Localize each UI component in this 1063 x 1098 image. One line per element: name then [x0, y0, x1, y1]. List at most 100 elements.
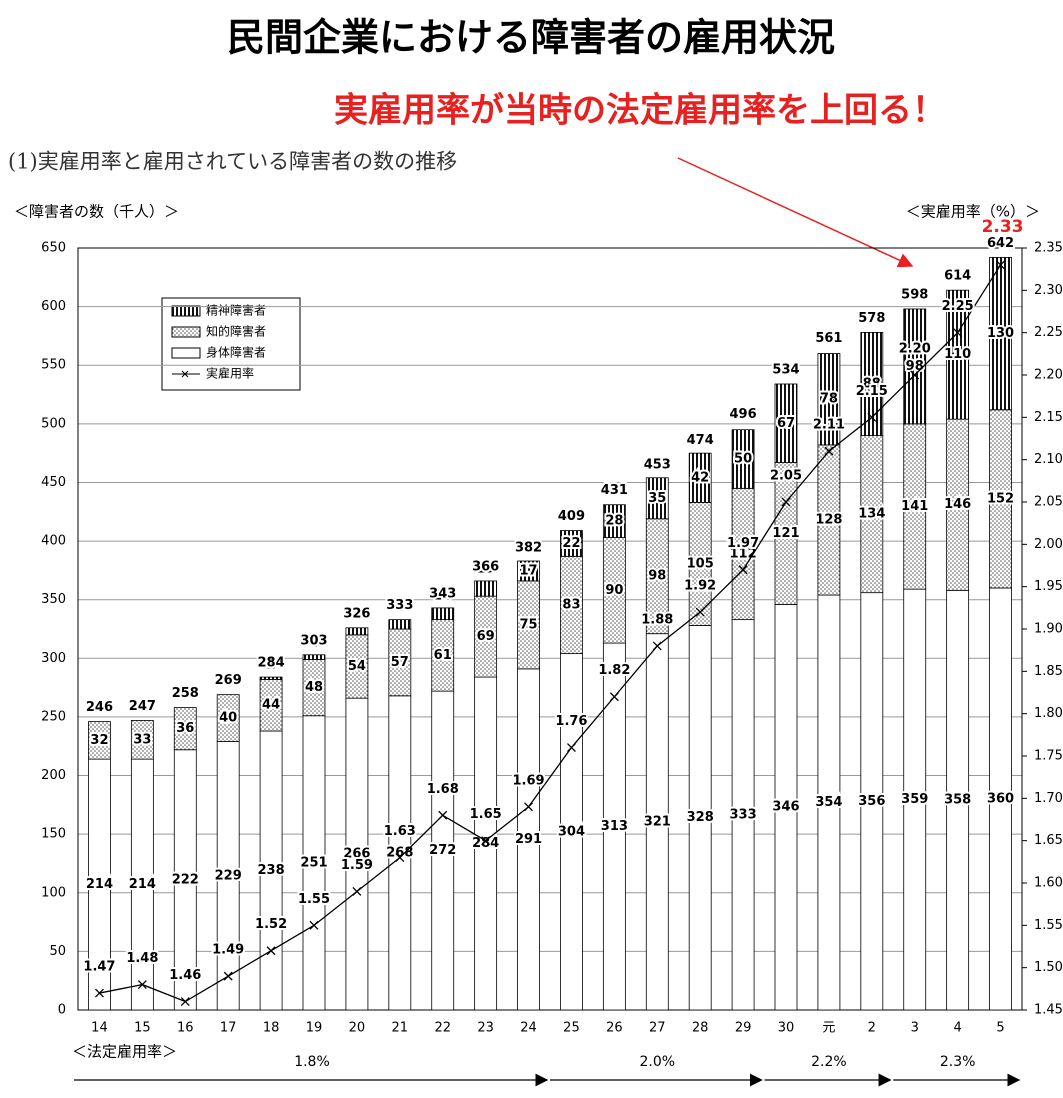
chart-title: 民間企業における障害者の雇用状況: [227, 16, 835, 60]
x-tick-label: 28: [692, 1021, 709, 1036]
total-label: 247: [129, 699, 156, 714]
line-value-label: 1.63: [384, 824, 416, 839]
bar-value-label: 61: [434, 648, 452, 663]
legend-label: 身体障害者: [206, 345, 266, 360]
bar-value-label: 69: [477, 629, 495, 644]
x-tick-label: 16: [177, 1021, 194, 1036]
period-value: 2.0%: [639, 1054, 675, 1070]
bar-value-label: 130: [987, 326, 1014, 341]
y2-tick-label: 1.55: [1034, 918, 1063, 933]
bar-value-label: 360: [987, 791, 1014, 806]
x-tick-label: 3: [911, 1021, 919, 1036]
bar-value-label: 90: [605, 583, 623, 598]
line-marker: [566, 743, 576, 752]
bar-value-label: 112: [730, 546, 757, 561]
total-label: 409: [558, 509, 585, 524]
line-marker: [481, 836, 491, 846]
bar-value-label: 4: [309, 635, 318, 650]
bar-value-label: 268: [386, 845, 413, 860]
bar-segment: [946, 289, 970, 420]
y2-tick-label: 1.80: [1034, 706, 1063, 721]
total-label: 258: [172, 686, 199, 701]
total-label: 474: [687, 433, 714, 448]
line-marker: [309, 920, 319, 930]
bar-value-label: 6: [352, 608, 361, 623]
period-value: 2.2%: [811, 1054, 847, 1070]
bar-value-label: 284: [472, 836, 499, 851]
bar-segment: [645, 477, 669, 520]
bar-value-label: 48: [305, 680, 323, 695]
bar-value-label: 22: [562, 536, 580, 551]
y-tick-label: 500: [41, 416, 66, 431]
line-value-label: 1.88: [641, 612, 673, 627]
y2-tick-label: 1.45: [1034, 1003, 1063, 1018]
y2-tick-label: 2.30: [1034, 283, 1063, 298]
bar-value-label: 346: [772, 800, 799, 815]
line-marker: [94, 988, 104, 998]
x-tick-label: 23: [477, 1021, 494, 1036]
line: [99, 264, 1002, 1003]
x-tick-label: 2: [868, 1021, 876, 1036]
bar-value-label: 57: [391, 655, 409, 670]
bar-value-label: 35: [648, 491, 666, 506]
bar-segment: [388, 619, 412, 630]
legend-label: 精神障害者: [206, 303, 266, 318]
bar-value-label: 10: [434, 588, 452, 603]
line-value-label: 2.20: [899, 342, 931, 357]
y2-tick-label: 2.15: [1034, 410, 1063, 425]
bar-segment: [774, 383, 798, 463]
line-value-label: 2.05: [770, 469, 802, 484]
line-marker: [996, 260, 1006, 270]
line-marker: [609, 692, 619, 702]
line-marker: [395, 853, 405, 863]
x-tick-label: 19: [306, 1021, 323, 1036]
bar-segment: [259, 676, 283, 680]
period-value: 1.8%: [294, 1054, 330, 1070]
bar-value-label: 98: [906, 359, 924, 374]
bar-value-label: 8: [395, 600, 404, 615]
line-marker: [352, 887, 362, 896]
line-marker: [910, 370, 920, 380]
legend-label: 知的障害者: [206, 324, 266, 339]
x-tick-label: 21: [392, 1021, 409, 1036]
bar-value-label: 50: [734, 452, 752, 467]
bar-segment: [602, 504, 626, 538]
line-value-label: 1.76: [555, 714, 587, 729]
total-label: 561: [815, 331, 842, 346]
bar-value-label: 33: [133, 732, 151, 747]
line-marker: [652, 641, 662, 651]
plot-frame: [77, 247, 1023, 1011]
bar-segment: [688, 452, 712, 503]
y-tick-label: 300: [41, 651, 66, 666]
y2-tick-label: 1.65: [1034, 833, 1063, 848]
y-tick-label: 250: [41, 709, 66, 724]
bar-value-label: 272: [429, 843, 456, 858]
bar-segment: [345, 627, 369, 636]
bar-segment: [216, 694, 240, 742]
y-tick-label: 50: [49, 944, 66, 959]
y2-tick-label: 1.90: [1034, 622, 1063, 637]
total-label: 284: [258, 656, 285, 671]
bar-value-label: 354: [815, 795, 842, 810]
line-value-label: 1.55: [298, 892, 330, 907]
bar-value-label: 36: [176, 721, 194, 736]
x-tick-label: 26: [606, 1021, 623, 1036]
total-label: 326: [343, 606, 370, 621]
x-tick-label: 29: [735, 1021, 752, 1036]
line-value-label: 1.69: [513, 773, 545, 788]
total-label: 366: [472, 559, 499, 574]
bar-value-label: 128: [815, 512, 842, 527]
bar-segment: [474, 580, 498, 597]
bar-value-label: 83: [562, 597, 580, 612]
line-value-label: 1.92: [684, 579, 716, 594]
y-tick-label: 150: [41, 827, 66, 842]
x-tick-label: 5: [996, 1021, 1004, 1036]
total-label: 333: [386, 598, 413, 613]
bar-value-label: 313: [601, 819, 628, 834]
bar-value-label: 356: [858, 794, 885, 809]
line-marker: [867, 412, 877, 422]
bar-value-label: 40: [219, 711, 237, 726]
bar-value-label: 328: [687, 810, 714, 825]
annotation-arrow: [677, 157, 914, 268]
total-label: 431: [601, 483, 628, 498]
